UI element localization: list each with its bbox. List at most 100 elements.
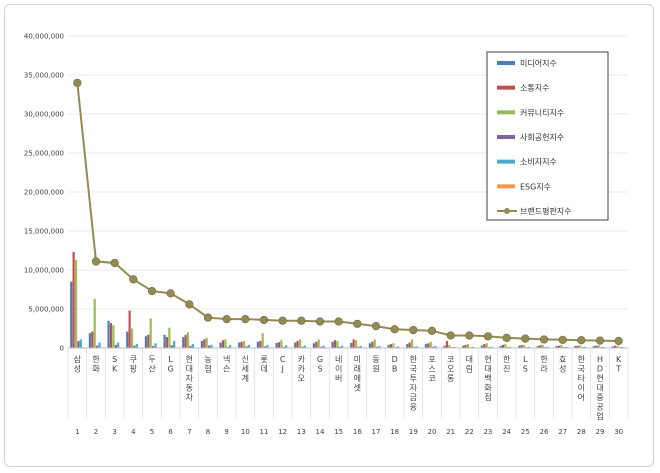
- brand-index-point: [222, 315, 231, 324]
- bar: [541, 344, 544, 348]
- brand-index-point: [558, 335, 567, 344]
- bar: [238, 342, 241, 348]
- bar: [277, 342, 281, 348]
- bar: [224, 339, 227, 348]
- y-tick-label: 20,000,000: [24, 189, 64, 197]
- bar: [261, 333, 264, 348]
- bar: [165, 337, 169, 348]
- bar: [79, 339, 82, 348]
- bar: [483, 344, 486, 348]
- bar: [226, 346, 229, 348]
- bar: [294, 342, 297, 348]
- bar: [616, 345, 619, 348]
- bar: [240, 341, 243, 348]
- bar: [350, 342, 353, 348]
- brand-index-point: [259, 315, 269, 325]
- brand-index-point: [73, 78, 82, 87]
- brand-index-point: [390, 325, 399, 334]
- rank-label: 7: [187, 428, 191, 436]
- bar: [298, 339, 302, 348]
- bar: [186, 332, 190, 348]
- bar: [509, 346, 512, 348]
- brand-index-point: [147, 286, 157, 296]
- y-tick-label: 15,000,000: [24, 228, 64, 236]
- bar: [378, 346, 381, 348]
- brand-index-point: [297, 316, 306, 325]
- bar: [536, 346, 539, 348]
- brand-index-point: [427, 326, 437, 335]
- y-tick-label: 40,000,000: [24, 33, 64, 41]
- bar: [208, 345, 211, 348]
- brand-index-point: [315, 317, 325, 326]
- brand-index-point: [203, 313, 213, 322]
- bar: [266, 344, 269, 348]
- bar: [359, 346, 362, 348]
- legend-swatch-marker: [504, 208, 510, 214]
- bar: [117, 342, 120, 348]
- bar: [322, 345, 325, 348]
- rank-label: 21: [446, 428, 455, 436]
- legend-swatch: [497, 184, 515, 189]
- bar: [219, 342, 222, 348]
- rank-label: 15: [334, 428, 343, 436]
- bar: [189, 346, 192, 348]
- bar: [462, 345, 465, 348]
- y-tick-label: 10,000,000: [24, 267, 64, 275]
- brand-index-line: [73, 78, 623, 346]
- bar: [592, 346, 595, 348]
- bar: [77, 340, 80, 348]
- bar: [191, 344, 194, 348]
- bar: [135, 344, 138, 348]
- bar: [312, 343, 315, 348]
- bar: [354, 340, 358, 348]
- bar: [464, 344, 467, 348]
- bar: [485, 343, 488, 348]
- bar: [317, 339, 320, 348]
- bar: [242, 340, 246, 348]
- bar: [578, 345, 582, 348]
- brand-index-point: [353, 319, 362, 328]
- legend-swatch: [497, 110, 515, 115]
- bar: [163, 334, 166, 348]
- bar: [466, 344, 470, 348]
- bar: [301, 346, 304, 348]
- legend-label: 소비자지수: [520, 158, 557, 167]
- bar: [149, 318, 152, 348]
- rank-label: 10: [241, 428, 250, 436]
- brand-index-point: [595, 336, 605, 345]
- bar: [130, 328, 134, 348]
- bar: [357, 346, 360, 348]
- bar: [88, 333, 91, 348]
- bar: [184, 334, 187, 348]
- bar: [429, 341, 432, 348]
- rank-label: 8: [206, 428, 210, 436]
- legend-label: 커뮤니티지수: [520, 107, 564, 117]
- bar: [576, 345, 579, 348]
- bar: [221, 340, 225, 348]
- rank-label: 11: [260, 428, 269, 436]
- rank-label: 30: [614, 428, 623, 436]
- bar: [114, 344, 117, 348]
- rank-label: 28: [577, 428, 586, 436]
- rank-label: 24: [502, 428, 511, 436]
- bar: [133, 345, 136, 348]
- brand-index-point: [502, 333, 511, 342]
- bar: [170, 345, 173, 348]
- rank-label: 2: [94, 428, 98, 436]
- y-axis-ticks: 0 5,000,000 10,000,000 15,000,000 20,000,000…: [24, 33, 64, 353]
- brand-index-point: [91, 257, 101, 266]
- bar: [200, 340, 203, 348]
